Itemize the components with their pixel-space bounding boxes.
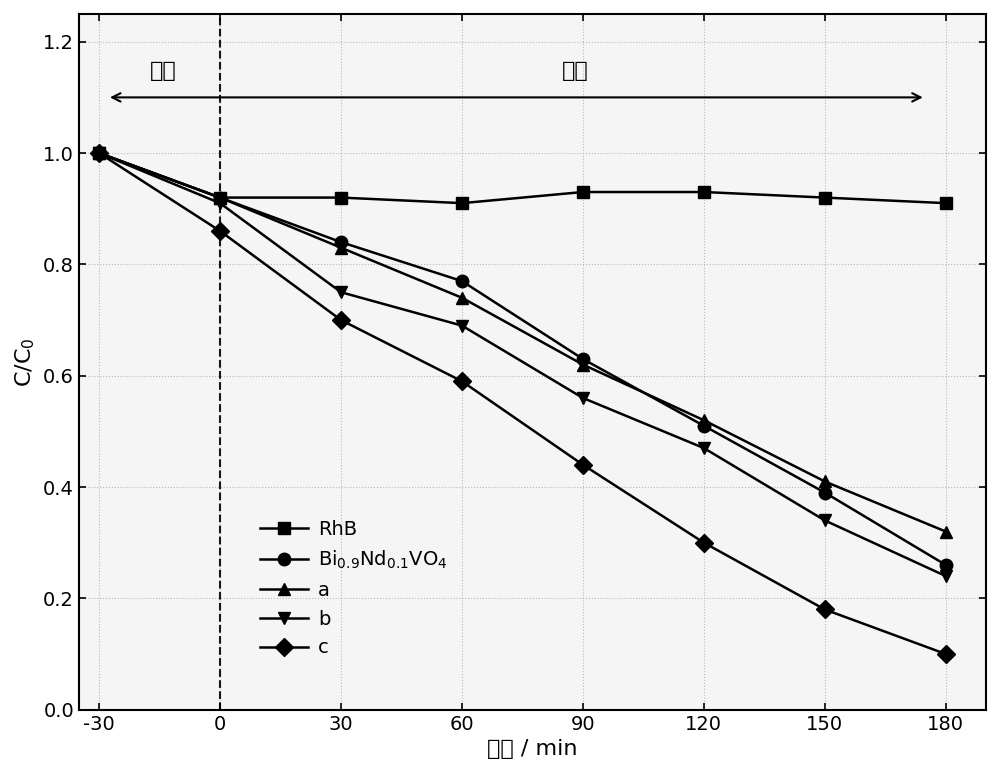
X-axis label: 时间 / min: 时间 / min bbox=[487, 739, 578, 759]
Legend: RhB, Bi$_{0.9}$Nd$_{0.1}$VO$_4$, a, b, c: RhB, Bi$_{0.9}$Nd$_{0.1}$VO$_4$, a, b, c bbox=[252, 512, 455, 666]
Text: 暗光: 暗光 bbox=[150, 61, 177, 80]
Text: 光照: 光照 bbox=[561, 61, 588, 80]
Y-axis label: C/C$_0$: C/C$_0$ bbox=[14, 337, 37, 386]
